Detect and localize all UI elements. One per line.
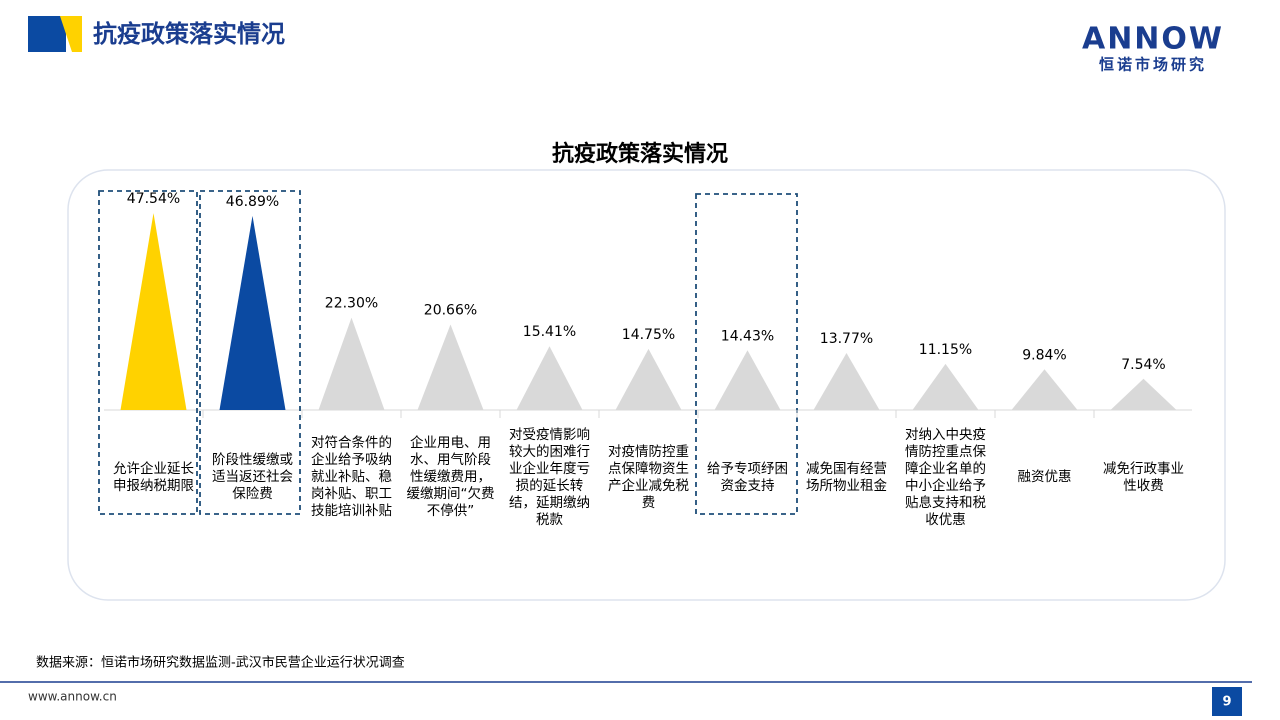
header-icon: [60, 16, 82, 52]
value-label: 14.43%: [721, 328, 774, 344]
page-box: [1212, 687, 1242, 716]
value-label: 47.54%: [127, 191, 180, 207]
category-label: 给予专项纾困资金支持: [707, 460, 788, 494]
panel: [67, 169, 1226, 601]
chart-title: 抗疫政策落实情况: [552, 141, 728, 167]
category-label: 允许企业延长申报纳税期限: [113, 460, 194, 494]
bar: [912, 363, 979, 410]
bar: [417, 324, 484, 410]
category-label: 减免国有经营场所物业租金: [806, 460, 887, 494]
bar: [1011, 369, 1078, 410]
header-title: 抗疫政策落实情况: [93, 20, 285, 48]
category-label: 对疫情防控重点保障物资生产企业减免税费: [608, 443, 689, 511]
category-label: 减免行政事业性收费: [1103, 460, 1184, 494]
value-label: 46.89%: [226, 194, 279, 210]
bar: [516, 346, 583, 410]
value-label: 15.41%: [523, 324, 576, 340]
value-label: 13.77%: [820, 331, 873, 347]
page-number: 9: [1222, 695, 1231, 710]
category-label: 对受疫情影响较大的困难行业企业年度亏损的延长转结，延期缴纳税款: [509, 426, 590, 528]
category-label: 企业用电、用水、用气阶段性缓缴费用，缓缴期间“欠费不停供”: [406, 435, 495, 519]
logo-sub: 恒诺市场研究: [1099, 56, 1207, 74]
bar: [1110, 378, 1177, 410]
header-icon: [28, 16, 66, 52]
category-label: 对纳入中央疫情防控重点保障企业名单的中小企业给予贴息支持和税收优惠: [905, 426, 986, 528]
source: 数据来源：恒诺市场研究数据监测-武汉市民营企业运行状况调查: [36, 655, 405, 671]
value-label: 11.15%: [919, 342, 972, 358]
bar: [714, 350, 781, 410]
value-label: 14.75%: [622, 327, 675, 343]
highlight-box: [98, 190, 198, 515]
bar: [219, 215, 286, 410]
value-label: 20.66%: [424, 302, 477, 318]
highlight-box: [199, 190, 301, 515]
highlight-box: [695, 193, 798, 515]
bar: [120, 213, 187, 410]
bar: [813, 352, 880, 410]
category-label: 阶段性缓缴或适当返还社会保险费: [212, 452, 293, 502]
value-label: 9.84%: [1022, 347, 1066, 363]
category-label: 融资优惠: [1017, 469, 1072, 485]
bar: [318, 317, 385, 410]
logo: ANNOW: [1082, 22, 1224, 57]
value-label: 7.54%: [1121, 357, 1165, 373]
bar: [615, 348, 682, 410]
category-label: 对符合条件的企业给予吸纳就业补贴、稳岗补贴、职工技能培训补贴: [311, 435, 392, 519]
footer-url: www.annow.cn: [28, 690, 117, 704]
value-label: 22.30%: [325, 296, 378, 312]
